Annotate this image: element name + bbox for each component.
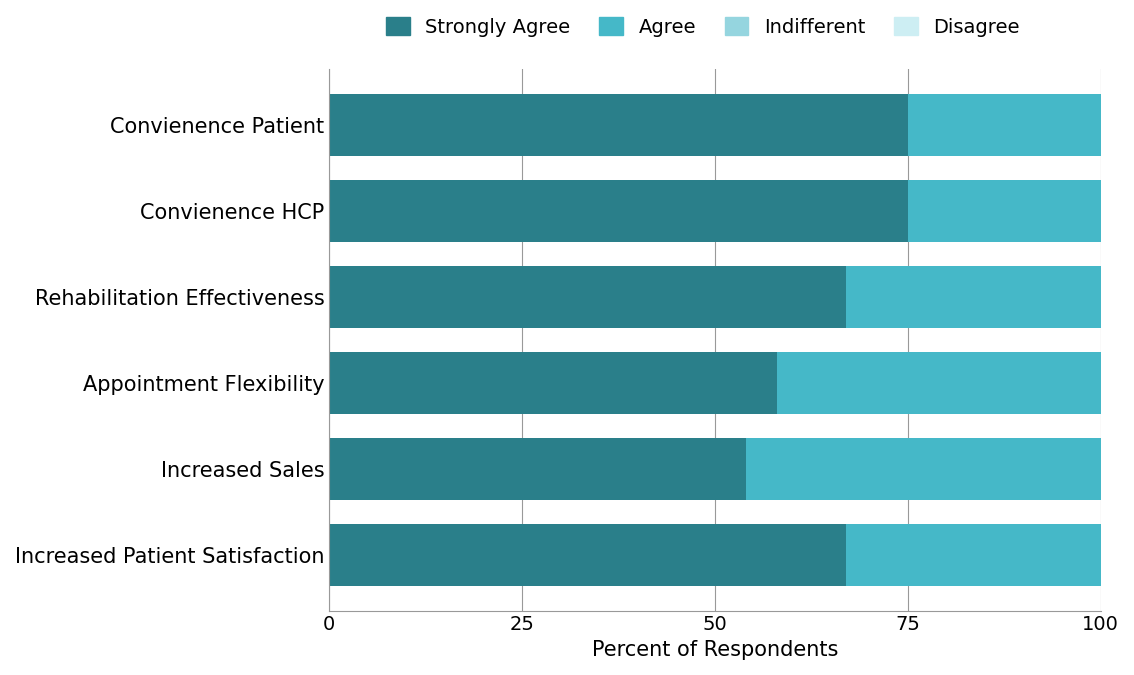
Bar — [329, 438, 746, 500]
Bar — [329, 352, 777, 414]
Bar — [329, 524, 846, 586]
X-axis label: Percent of Respondents: Percent of Respondents — [592, 640, 838, 660]
Legend: Strongly Agree, Agree, Indifferent, Disagree: Strongly Agree, Agree, Indifferent, Disa… — [379, 9, 1027, 45]
Bar — [329, 180, 907, 242]
Bar — [907, 180, 1101, 242]
Bar — [746, 438, 1101, 500]
Bar — [846, 524, 1101, 586]
Bar — [907, 94, 1101, 156]
Bar — [777, 352, 1101, 414]
Bar — [329, 94, 907, 156]
Bar — [846, 266, 1101, 328]
Bar — [329, 266, 846, 328]
